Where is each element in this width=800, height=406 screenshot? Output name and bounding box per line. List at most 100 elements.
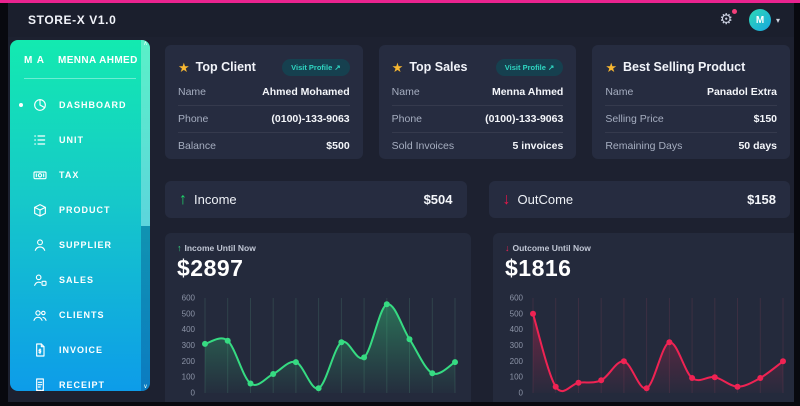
card-header: ★ Top Sales Visit Profile ↗ xyxy=(392,55,564,79)
gear-icon: ⚙ xyxy=(719,11,733,28)
row-label: Balance xyxy=(178,140,216,152)
svg-text:600: 600 xyxy=(510,294,524,303)
outcome-line-chart: 0 100 200 300 400 500 600 xyxy=(510,294,786,398)
visit-profile-button[interactable]: Visit Profile ↗ xyxy=(495,58,564,76)
chart-subtitle: ↑ Income Until Now xyxy=(177,243,256,253)
sidebar-item-dashboard[interactable]: DASHBOARD xyxy=(10,87,150,122)
scroll-down-icon[interactable]: ∨ xyxy=(143,384,148,390)
star-icon: ★ xyxy=(391,59,404,75)
sidebar-item-invoice[interactable]: INVOICE xyxy=(10,332,150,367)
sidebar-item-sales[interactable]: SALES xyxy=(10,262,150,297)
chart-total: $2897 xyxy=(177,255,244,281)
sidebar-item-clients[interactable]: CLIENTS xyxy=(10,297,150,332)
row-value: Panadol Extra xyxy=(706,86,777,98)
card-header: ★ Top Client Visit Profile ↗ xyxy=(178,55,350,79)
settings-button[interactable]: ⚙ xyxy=(719,9,737,29)
sidebar-scrollbar[interactable]: ∧ ∨ xyxy=(141,40,150,391)
row-label: Name xyxy=(391,86,420,98)
user-menu[interactable]: M ▾ xyxy=(748,9,780,31)
svg-text:400: 400 xyxy=(510,325,524,334)
card-row: Remaining Days 50 days xyxy=(605,132,777,159)
main-content: ★ Top Client Visit Profile ↗ Name Ahmed Moha… xyxy=(165,37,794,402)
card-row: Balance $500 xyxy=(178,132,350,159)
card-row: Phone (0100)-133-9063 xyxy=(178,105,350,132)
chevron-down-icon: ▾ xyxy=(775,15,780,25)
chart-subtitle: ↓ Outcome Until Now xyxy=(505,243,591,253)
row-label: Remaining Days xyxy=(605,140,683,152)
invoice-icon xyxy=(32,341,49,358)
card-best-selling-product: ★ Best Selling Product Name Panadol Extra Se… xyxy=(592,45,790,159)
sidebar-item-tax[interactable]: TAX xyxy=(10,157,150,192)
svg-text:100: 100 xyxy=(510,373,524,382)
sidebar-divider xyxy=(24,78,136,79)
topbar-actions: ⚙ M ▾ xyxy=(720,9,780,31)
card-row: Phone (0100)-133-9063 xyxy=(391,105,564,132)
arrow-up-icon: ↑ xyxy=(179,190,187,208)
external-arrow-icon: ↗ xyxy=(548,62,555,72)
money-icon xyxy=(32,166,49,183)
arrow-down-icon: ↓ xyxy=(502,190,511,208)
svg-text:500: 500 xyxy=(182,309,196,318)
notification-dot xyxy=(731,9,737,14)
row-value: 5 invoices xyxy=(512,140,564,152)
box-icon xyxy=(32,201,49,218)
row-value: (0100)-133-9063 xyxy=(485,113,564,125)
svg-text:200: 200 xyxy=(510,357,524,366)
card-title: Best Selling Product xyxy=(622,60,746,74)
chart-panel-income: ↑ Income Until Now $2897 0 100 200 300 400 500 60… xyxy=(165,233,471,402)
row-label: Phone xyxy=(391,113,423,125)
sidebar: M A MENNA AHMED DASHBOARD UNIT TAX PRODUCT S… xyxy=(10,40,150,391)
arrow-down-icon: ↓ xyxy=(505,243,510,253)
pie-chart-icon xyxy=(32,96,49,113)
user-tag-icon xyxy=(32,271,49,288)
totals-row: ↑ Income $504 ↓ OutCome $158 xyxy=(165,181,790,218)
row-label: Name xyxy=(178,86,207,98)
row-value: 50 days xyxy=(738,140,777,152)
total-value: $158 xyxy=(747,192,776,207)
active-indicator xyxy=(19,102,23,107)
svg-text:600: 600 xyxy=(182,294,196,303)
svg-text:0: 0 xyxy=(519,389,524,398)
external-arrow-icon: ↗ xyxy=(334,62,341,72)
svg-text:200: 200 xyxy=(182,357,196,366)
sidebar-item-supplier[interactable]: SUPPLIER xyxy=(10,227,150,262)
app-title: STORE-X V1.0 xyxy=(28,13,117,27)
user-initials: M A xyxy=(24,55,45,66)
row-label: Sold Invoices xyxy=(391,140,455,152)
total-value: $504 xyxy=(423,192,453,207)
topbar: STORE-X V1.0 ⚙ M ▾ xyxy=(8,3,794,37)
svg-text:400: 400 xyxy=(182,325,196,334)
total-label: Income xyxy=(194,192,237,207)
sidebar-item-receipt[interactable]: RECEIPT xyxy=(10,367,150,391)
visit-profile-button[interactable]: Visit Profile ↗ xyxy=(282,58,350,76)
scroll-up-icon[interactable]: ∧ xyxy=(143,41,148,47)
app-root: STORE-X V1.0 ⚙ M ▾ M A MENNA AHMED DASHB… xyxy=(8,3,794,402)
user-icon xyxy=(32,236,49,253)
row-label: Name xyxy=(605,86,634,98)
card-title: Top Client xyxy=(195,60,256,74)
card-row: Name Panadol Extra xyxy=(605,79,777,105)
user-name: MENNA AHMED xyxy=(57,55,138,66)
row-value: Ahmed Mohamed xyxy=(262,86,350,98)
card-top-client: ★ Top Client Visit Profile ↗ Name Ahmed Moha… xyxy=(165,45,363,159)
svg-text:0: 0 xyxy=(191,389,196,398)
sidebar-item-product[interactable]: PRODUCT xyxy=(10,192,150,227)
row-label: Phone xyxy=(178,113,209,125)
card-row: Name Menna Ahmed xyxy=(392,79,564,105)
chart-total: $1816 xyxy=(505,255,572,281)
arrow-up-icon: ↑ xyxy=(177,243,182,253)
receipt-icon xyxy=(32,376,49,391)
row-value: $150 xyxy=(753,113,777,125)
star-icon: ★ xyxy=(605,59,617,75)
total-card-outcome: ↓ OutCome $158 xyxy=(488,181,790,218)
chart-panel-outcome: ↓ Outcome Until Now $1816 0 100 200 300 400 500 6… xyxy=(493,233,794,402)
sidebar-user: M A MENNA AHMED xyxy=(10,40,150,66)
star-icon: ★ xyxy=(178,59,190,75)
svg-text:500: 500 xyxy=(510,309,524,318)
sidebar-item-unit[interactable]: UNIT xyxy=(10,122,150,157)
total-label: OutCome xyxy=(517,192,574,207)
row-label: Selling Price xyxy=(605,113,664,125)
avatar: M xyxy=(748,9,771,31)
income-line-chart: 0 100 200 300 400 500 600 xyxy=(182,294,458,398)
sidebar-nav: DASHBOARD UNIT TAX PRODUCT SUPPLIER SALES CLIE… xyxy=(10,87,150,391)
